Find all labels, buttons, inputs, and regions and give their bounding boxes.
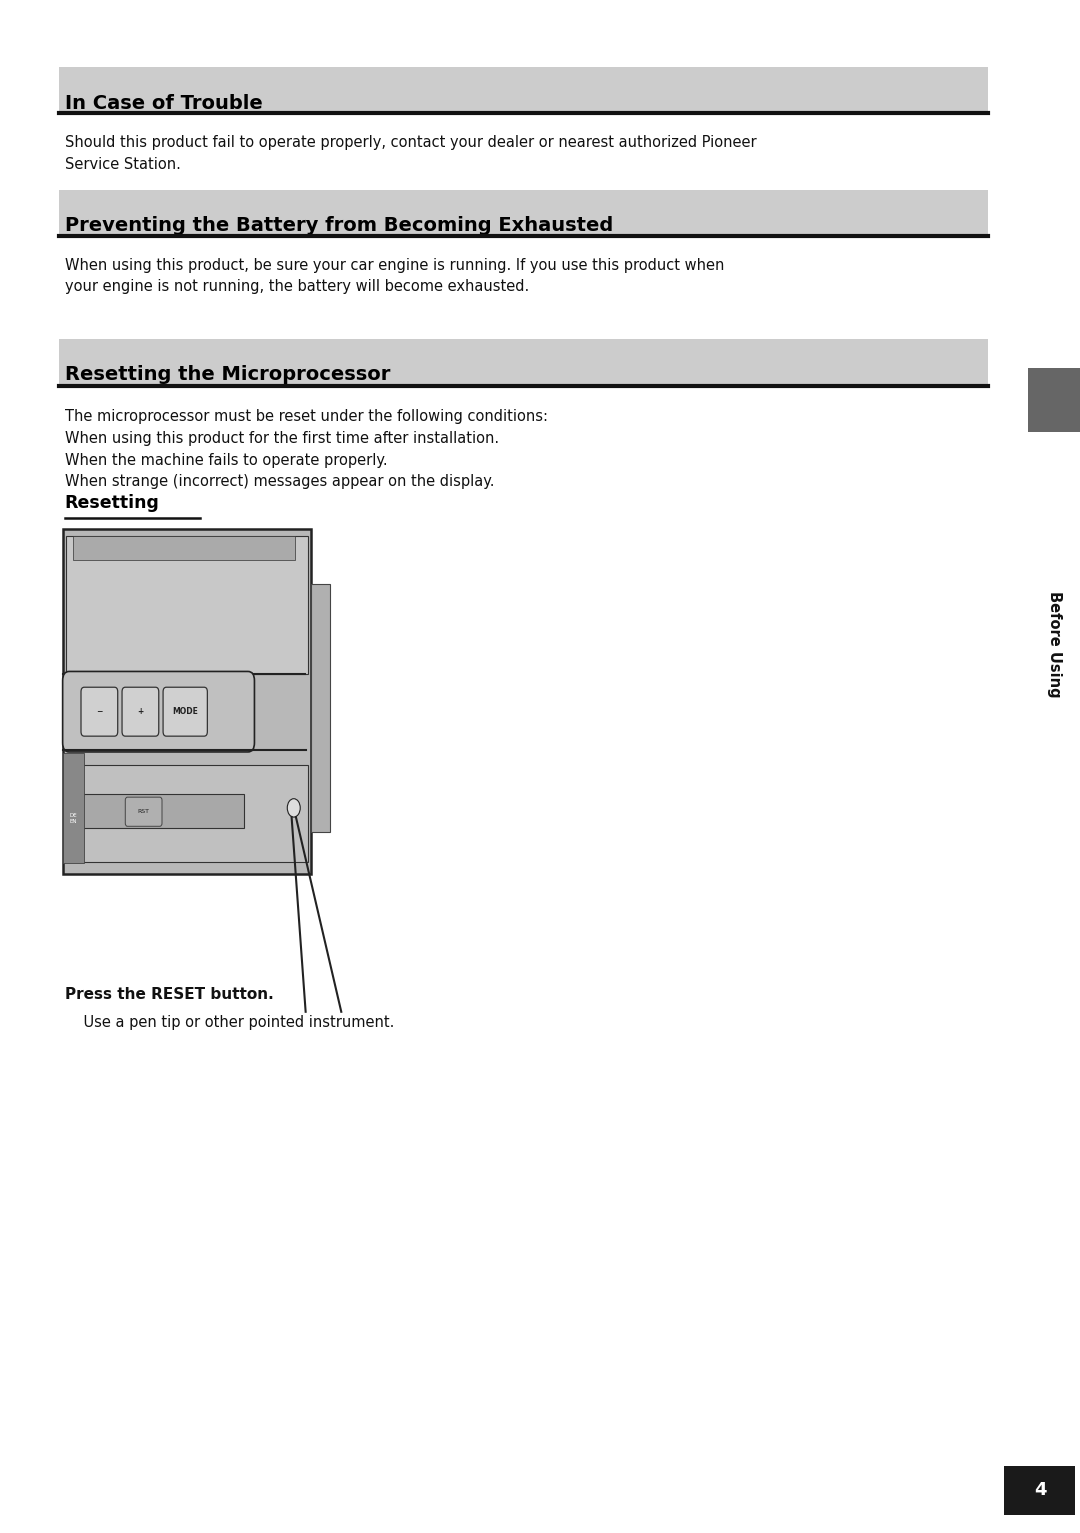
Text: 4: 4 bbox=[1034, 1481, 1047, 1499]
Bar bbox=[82, 794, 244, 828]
Bar bbox=[1028, 368, 1080, 432]
FancyBboxPatch shape bbox=[163, 687, 207, 736]
Text: Press the RESET button.: Press the RESET button. bbox=[65, 987, 273, 1003]
FancyBboxPatch shape bbox=[81, 687, 118, 736]
Bar bbox=[63, 529, 311, 874]
Bar bbox=[311, 584, 330, 832]
Text: Preventing the Battery from Becoming Exhausted: Preventing the Battery from Becoming Exh… bbox=[65, 216, 613, 235]
FancyBboxPatch shape bbox=[122, 687, 159, 736]
Text: The microprocessor must be reset under the following conditions:
When using this: The microprocessor must be reset under t… bbox=[65, 409, 548, 489]
Bar bbox=[63, 753, 84, 863]
Text: When using this product, be sure your car engine is running. If you use this pro: When using this product, be sure your ca… bbox=[65, 258, 725, 294]
Text: −: − bbox=[96, 707, 103, 716]
Text: Before Using: Before Using bbox=[1047, 590, 1062, 698]
Circle shape bbox=[287, 799, 300, 817]
Bar bbox=[66, 537, 308, 675]
Text: Resetting the Microprocessor: Resetting the Microprocessor bbox=[65, 365, 390, 383]
Text: RST: RST bbox=[137, 809, 150, 814]
Text: Use a pen tip or other pointed instrument.: Use a pen tip or other pointed instrumen… bbox=[65, 1015, 394, 1030]
Text: MODE: MODE bbox=[173, 707, 198, 716]
Bar bbox=[59, 339, 988, 386]
Bar bbox=[66, 765, 308, 862]
Bar bbox=[59, 190, 988, 236]
Text: Resetting: Resetting bbox=[65, 494, 160, 512]
Bar bbox=[73, 535, 295, 560]
FancyBboxPatch shape bbox=[63, 671, 255, 753]
Text: Should this product fail to operate properly, contact your dealer or nearest aut: Should this product fail to operate prop… bbox=[65, 135, 756, 172]
Text: +: + bbox=[137, 707, 144, 716]
Text: DE
EN: DE EN bbox=[69, 812, 78, 825]
Text: In Case of Trouble: In Case of Trouble bbox=[65, 94, 262, 112]
Bar bbox=[1004, 1466, 1075, 1515]
FancyBboxPatch shape bbox=[125, 797, 162, 826]
Bar bbox=[59, 67, 988, 113]
